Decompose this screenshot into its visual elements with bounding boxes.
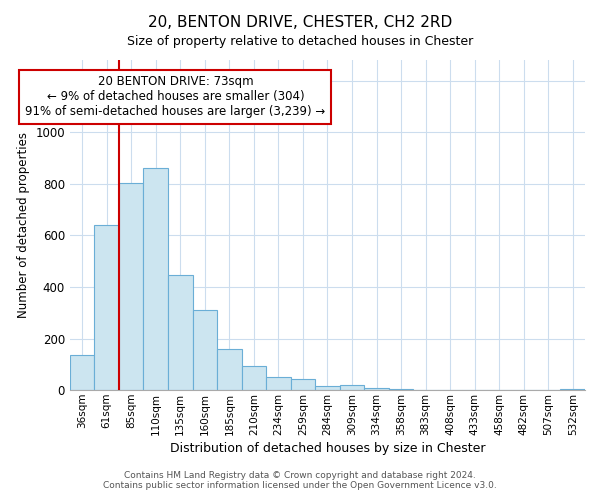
Bar xyxy=(266,376,290,390)
Bar xyxy=(364,388,389,390)
Bar xyxy=(315,386,340,390)
Text: 20 BENTON DRIVE: 73sqm
← 9% of detached houses are smaller (304)
91% of semi-det: 20 BENTON DRIVE: 73sqm ← 9% of detached … xyxy=(25,76,326,118)
Bar xyxy=(217,350,242,390)
Text: Size of property relative to detached houses in Chester: Size of property relative to detached ho… xyxy=(127,35,473,48)
Bar xyxy=(193,310,217,390)
Text: Contains HM Land Registry data © Crown copyright and database right 2024.
Contai: Contains HM Land Registry data © Crown c… xyxy=(103,470,497,490)
Bar xyxy=(389,389,413,390)
Bar xyxy=(143,168,168,390)
Bar xyxy=(340,385,364,390)
Y-axis label: Number of detached properties: Number of detached properties xyxy=(17,132,30,318)
Bar xyxy=(290,380,315,390)
Bar xyxy=(119,182,143,390)
Text: 20, BENTON DRIVE, CHESTER, CH2 2RD: 20, BENTON DRIVE, CHESTER, CH2 2RD xyxy=(148,15,452,30)
Bar xyxy=(242,366,266,390)
Bar xyxy=(168,276,193,390)
X-axis label: Distribution of detached houses by size in Chester: Distribution of detached houses by size … xyxy=(170,442,485,455)
Bar xyxy=(94,225,119,390)
Bar xyxy=(70,356,94,390)
